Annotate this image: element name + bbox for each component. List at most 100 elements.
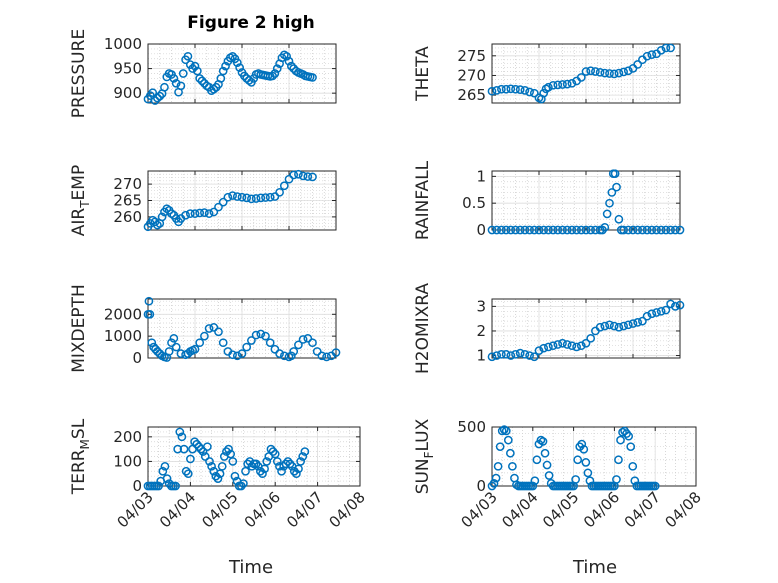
data-point	[572, 225, 581, 235]
data-point	[203, 442, 212, 452]
data-point	[529, 352, 539, 362]
y-tick-label: 275	[457, 47, 486, 65]
data-point	[162, 474, 172, 483]
data-point	[158, 466, 168, 476]
data-point	[576, 73, 586, 82]
data-point	[548, 225, 558, 235]
data-point	[616, 435, 625, 445]
data-point	[176, 81, 186, 91]
data-point	[626, 442, 636, 452]
data-point	[675, 300, 685, 310]
data-point	[298, 171, 308, 181]
subplot-rainfall: 0 0.5 1 RAINFALL	[413, 160, 685, 240]
data-point	[303, 172, 313, 181]
y-tick-label: 270	[113, 175, 142, 193]
data-point	[529, 225, 539, 235]
data-point	[298, 335, 308, 344]
data-point	[181, 466, 191, 476]
data-point	[656, 45, 666, 55]
data-point	[247, 461, 257, 471]
data-point	[167, 338, 176, 348]
data-point	[508, 461, 517, 471]
data-point	[548, 80, 558, 90]
data-point	[609, 321, 619, 331]
data-point	[581, 458, 591, 467]
data-point	[491, 473, 501, 483]
data-point	[602, 209, 612, 219]
y-tick-label: 270	[457, 66, 486, 84]
data-point	[666, 299, 675, 309]
data-point	[239, 479, 248, 488]
subplot-h2omixra: 1 2 3 H2OMIXRA	[413, 283, 685, 374]
x-tick-label: 04/04	[498, 488, 541, 531]
y-axis-label: MIXDEPTH	[69, 284, 89, 373]
data-point	[214, 202, 223, 212]
data-point	[270, 192, 280, 201]
y-tick-label: 0.5	[462, 194, 486, 212]
data-point	[647, 309, 657, 319]
data-point	[193, 66, 202, 76]
y-tick-label: 0	[476, 221, 486, 239]
data-point	[600, 222, 610, 232]
data-point	[647, 50, 657, 59]
data-point	[511, 84, 520, 94]
data-point	[175, 427, 185, 437]
data-point	[190, 437, 199, 447]
x-tick-label: 04/06	[241, 488, 284, 531]
data-point	[619, 321, 628, 331]
data-point	[147, 338, 157, 348]
data-point	[539, 88, 549, 98]
data-point	[630, 476, 640, 486]
subplot-sun-flux: 0500SUNFLUX04/0304/0404/0504/0604/0704/0…	[413, 418, 705, 531]
data-point	[265, 192, 275, 202]
data-point	[501, 349, 511, 359]
data-point	[558, 338, 567, 348]
data-point	[562, 225, 572, 235]
data-point	[506, 225, 516, 235]
y-tick-label: 260	[113, 208, 142, 226]
data-point	[591, 67, 600, 76]
data-point	[232, 351, 242, 361]
data-point	[529, 88, 539, 98]
data-point	[213, 474, 223, 483]
data-point	[190, 344, 200, 354]
data-point	[583, 468, 593, 478]
x-tick-label: 04/07	[283, 488, 326, 531]
data-point	[562, 340, 572, 349]
data-point	[232, 58, 242, 68]
data-point	[605, 69, 614, 78]
axes-background	[492, 427, 696, 486]
data-point	[497, 225, 506, 235]
data-point	[261, 193, 270, 202]
data-point	[623, 320, 633, 330]
data-point	[585, 476, 595, 486]
data-point	[275, 187, 284, 197]
y-tick-label: 2000	[104, 305, 142, 323]
data-point	[628, 319, 638, 328]
data-point	[160, 82, 169, 92]
data-point	[515, 348, 525, 358]
data-point	[294, 340, 303, 350]
x-axis-label-left: Time	[228, 557, 274, 578]
data-point	[511, 349, 520, 359]
data-point	[614, 68, 624, 78]
data-point	[194, 442, 204, 452]
data-point	[614, 214, 624, 224]
data-point	[553, 80, 563, 90]
data-point	[573, 455, 583, 465]
data-point	[236, 481, 246, 491]
data-point	[195, 208, 205, 218]
data-point	[614, 322, 624, 332]
data-point	[525, 225, 534, 235]
x-tick-label: 04/06	[580, 488, 623, 531]
data-point	[200, 452, 210, 461]
data-point	[544, 82, 553, 92]
y-axis-label: PRESSURE	[69, 29, 89, 118]
data-point	[200, 331, 209, 341]
data-point	[501, 426, 511, 436]
data-point	[195, 74, 205, 83]
data-point	[237, 349, 247, 358]
data-point	[183, 51, 193, 61]
data-point	[515, 85, 525, 94]
